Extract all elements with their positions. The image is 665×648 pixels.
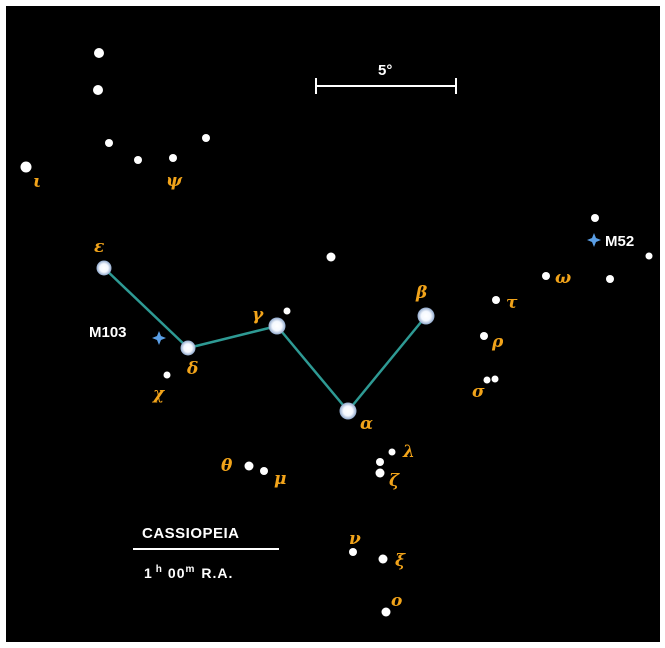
star-chi [163, 371, 171, 379]
star [326, 252, 336, 262]
label-iota: ι [33, 172, 41, 192]
label-zeta: ζ [389, 471, 400, 491]
cluster-m103-icon [152, 331, 166, 345]
label-lambda: λ [402, 442, 415, 462]
label-sigma: σ [472, 382, 485, 402]
label-psi: ψ [166, 171, 183, 191]
star-xi [378, 554, 388, 564]
star [491, 375, 499, 383]
label-delta: δ [186, 359, 198, 379]
label-epsilon: ε [94, 237, 104, 257]
star [94, 48, 104, 58]
star-mu [260, 467, 268, 475]
cluster-m52-icon [587, 233, 601, 247]
label-omega: ω [555, 268, 571, 288]
label-alpha: α [360, 414, 373, 434]
star [169, 154, 177, 162]
star-tau [492, 296, 500, 304]
star-gamma [268, 317, 286, 335]
bright-stars [96, 260, 435, 420]
ra-minutes: 00 [168, 565, 186, 581]
scale-label: 5° [378, 62, 392, 79]
asterism-lines [103, 267, 427, 412]
ra-suffix: R.A. [201, 565, 233, 581]
label-mu: μ [274, 469, 286, 489]
label-theta: θ [221, 456, 233, 476]
star-beta [417, 307, 435, 325]
star [591, 214, 599, 222]
star-rho [480, 332, 488, 340]
star-nu [349, 548, 357, 556]
line-alpha-beta [347, 315, 427, 412]
star-alpha [339, 402, 357, 420]
star [105, 139, 113, 147]
star [645, 252, 653, 260]
label-m103: M103 [89, 324, 127, 341]
star [202, 134, 210, 142]
star-omicron [381, 607, 391, 617]
label-rho: ρ [491, 332, 504, 352]
line-epsilon-delta [103, 267, 189, 349]
label-m52: M52 [605, 233, 634, 250]
ra-hours-unit: h [156, 564, 163, 575]
label-chi: χ [152, 384, 166, 404]
star-iota [20, 161, 32, 173]
label-tau: τ [506, 293, 518, 313]
star [283, 307, 291, 315]
star-delta [180, 340, 196, 356]
star [93, 85, 103, 95]
line-gamma-alpha [276, 325, 349, 412]
line-delta-gamma [187, 324, 278, 350]
star [606, 275, 614, 283]
constellation-map: ι ψ ε δ γ β α χ θ μ λ ζ ν ξ ο τ ρ σ ω M1… [20, 48, 653, 617]
star-sigma [483, 376, 491, 384]
ra-hours: 1 [144, 565, 153, 581]
star-omega [542, 272, 550, 280]
star [376, 458, 384, 466]
label-gamma: γ [252, 305, 264, 325]
ra-minutes-unit: m [185, 564, 195, 575]
greek-labels: ι ψ ε δ γ β α χ θ μ λ ζ ν ξ ο τ ρ σ ω [33, 171, 571, 611]
clusters [152, 233, 601, 345]
label-xi: ξ [395, 551, 406, 571]
star-zeta [375, 468, 385, 478]
star-lambda [388, 448, 396, 456]
star-theta [244, 461, 254, 471]
label-beta: β [415, 283, 427, 303]
star-epsilon [96, 260, 112, 276]
label-nu: ν [349, 529, 361, 549]
constellation-title: CASSIOPEIA [142, 525, 240, 542]
star-chart: ι ψ ε δ γ β α χ θ μ λ ζ ν ξ ο τ ρ σ ω M1… [6, 6, 660, 642]
label-omicron: ο [391, 591, 402, 611]
faint-stars [20, 48, 653, 617]
right-ascension: 1 h 00m R.A. [144, 564, 233, 581]
scale-bar [315, 78, 457, 94]
star [134, 156, 142, 164]
